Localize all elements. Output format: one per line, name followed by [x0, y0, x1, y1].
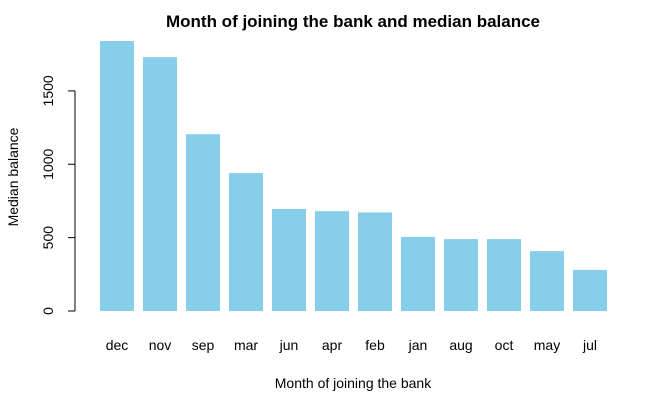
bar-nov — [143, 57, 177, 312]
x-tick-label-jan: jan — [408, 337, 428, 353]
x-tick-label-nov: nov — [149, 337, 172, 353]
bar-jul — [573, 269, 607, 311]
bar-apr — [315, 211, 349, 311]
bar-oct — [487, 239, 521, 311]
bar-jan — [401, 236, 435, 311]
x-axis-label: Month of joining the bank — [275, 375, 432, 391]
x-tick-label-aug: aug — [449, 337, 472, 353]
x-tick-label-jun: jun — [279, 337, 299, 353]
bar-feb — [358, 212, 392, 311]
y-tick-label-500: 500 — [40, 226, 56, 250]
x-tick-label-mar: mar — [234, 337, 258, 353]
x-tick-label-oct: oct — [495, 337, 514, 353]
bar-may — [530, 251, 564, 311]
y-tick-label-1000: 1000 — [40, 148, 56, 179]
x-tick-label-feb: feb — [365, 337, 385, 353]
x-tick-label-apr: apr — [322, 337, 343, 353]
y-tick-label-1500: 1500 — [40, 75, 56, 106]
bar-sep — [186, 134, 220, 311]
y-axis: 0 500 1000 1500 — [40, 75, 76, 315]
bar-jun — [272, 209, 306, 311]
bars-group — [100, 41, 607, 312]
chart-title: Month of joining the bank and median bal… — [166, 12, 540, 31]
x-tick-label-sep: sep — [192, 337, 215, 353]
bar-aug — [444, 239, 478, 311]
x-tick-label-jul: jul — [582, 337, 597, 353]
x-tick-labels: dec nov sep mar jun apr feb jan aug oct may jul — [106, 337, 597, 353]
bar-mar — [229, 173, 263, 311]
bar-dec — [100, 41, 134, 311]
y-tick-label-0: 0 — [40, 307, 56, 315]
x-tick-label-may: may — [534, 337, 560, 353]
x-tick-label-dec: dec — [106, 337, 129, 353]
y-axis-label: Median balance — [5, 127, 21, 226]
